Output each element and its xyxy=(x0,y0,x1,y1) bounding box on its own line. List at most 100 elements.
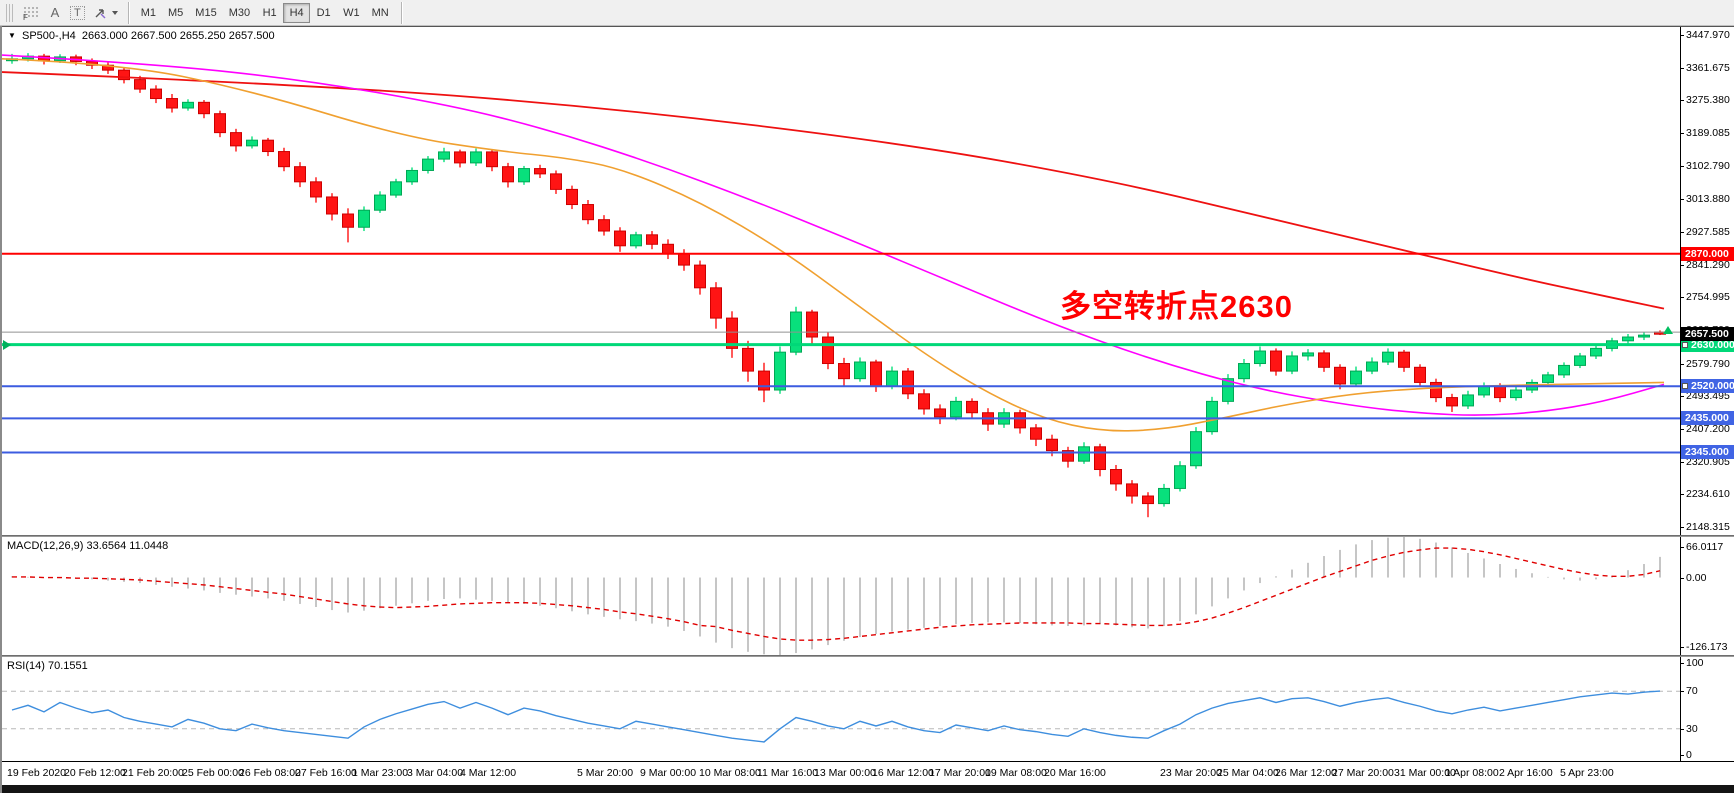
price-tag-support-2345: 2345.000 xyxy=(1681,445,1734,460)
timeframe-button-m30[interactable]: M30 xyxy=(228,6,251,19)
candle-body xyxy=(1430,381,1442,399)
candle-body xyxy=(1190,431,1202,467)
candle-body xyxy=(886,370,898,387)
timeframe-button-mn[interactable]: MN xyxy=(371,6,389,19)
text-label-tool-button[interactable]: T xyxy=(66,3,89,23)
line-anchor-icon[interactable] xyxy=(1682,383,1688,390)
pane-separator[interactable] xyxy=(2,535,1734,537)
candle-body xyxy=(758,370,770,391)
timeframe-button-w1[interactable]: W1 xyxy=(343,6,360,19)
candle-body xyxy=(406,169,418,183)
candle-body xyxy=(806,311,818,338)
date-axis: 19 Feb 2020 20 Feb 12:00 21 Feb 20:00 25 Fe… xyxy=(2,761,1734,785)
date-axis-label: 21 Feb 20:00 xyxy=(122,767,184,779)
price-plot[interactable] xyxy=(2,27,1682,535)
macd-pane[interactable]: MACD(12,26,9) 33.6564 11.0448 66.0117 0.0… xyxy=(2,537,1734,655)
candle-body xyxy=(742,347,754,372)
pivot-annotation[interactable]: 多空转折点2630 xyxy=(1060,289,1293,324)
candle-body xyxy=(1046,438,1058,452)
candle-body xyxy=(534,168,546,175)
price-axis-label: 2407.200 xyxy=(1680,422,1730,435)
pane-separator[interactable] xyxy=(2,655,1734,657)
rsi-pane[interactable]: RSI(14) 70.1551 100 70 30 0 xyxy=(2,657,1734,761)
date-axis-label: 1 Apr 08:00 xyxy=(1445,767,1499,779)
toolbar-grip[interactable] xyxy=(6,3,14,22)
macd-label: MACD(12,26,9) 33.6564 11.0448 xyxy=(7,540,169,552)
rsi-axis: 100 70 30 0 xyxy=(1680,657,1734,761)
chart-window: ▼ SP500-,H4 2663.000 2667.500 2655.250 2… xyxy=(0,26,1734,793)
candle-body xyxy=(646,234,658,245)
candle-body xyxy=(438,151,450,160)
date-axis-label: 25 Feb 00:00 xyxy=(182,767,244,779)
date-axis-label: 19 Mar 08:00 xyxy=(985,767,1047,779)
date-axis-label: 23 Mar 20:00 xyxy=(1160,767,1222,779)
timeframe-button-m1[interactable]: M1 xyxy=(140,6,157,19)
price-axis-label: 2927.585 xyxy=(1680,225,1730,238)
candle-body xyxy=(1638,334,1650,338)
rsi-axis-label: 100 xyxy=(1680,657,1704,669)
bottom-bar xyxy=(2,785,1734,793)
rsi-plot[interactable] xyxy=(2,657,1682,761)
date-axis-label: 2 Apr 16:00 xyxy=(1499,767,1553,779)
price-tag-support-2520: 2520.000 xyxy=(1681,379,1734,394)
candle-body xyxy=(1446,397,1458,407)
text-label-icon: T xyxy=(70,5,85,20)
price-axis-label: 2579.790 xyxy=(1680,357,1730,370)
candle-body xyxy=(1142,495,1154,505)
price-axis-label: 2493.495 xyxy=(1680,390,1730,403)
symbol-collapse-icon: ▼ xyxy=(8,31,16,40)
candle-body xyxy=(1318,352,1330,368)
text-tool-icon: A xyxy=(50,5,60,20)
date-axis-label: 26 Feb 08:00 xyxy=(239,767,301,779)
arrows-dropdown-caret[interactable] xyxy=(111,10,118,15)
candle-body xyxy=(326,196,338,215)
rsi-axis-label: 0 xyxy=(1680,749,1692,761)
date-axis-label: 5 Mar 20:00 xyxy=(577,767,634,779)
arrows-icon xyxy=(95,8,106,18)
rsi-axis-label: 30 xyxy=(1680,722,1698,735)
timeframe-button-m5[interactable]: M5 xyxy=(168,6,184,19)
candle-body xyxy=(838,363,850,380)
toolbar-separator xyxy=(127,1,129,24)
candle-body xyxy=(518,168,530,183)
candle-body xyxy=(1478,385,1490,396)
fibonacci-icon: F xyxy=(23,7,38,21)
candle-body xyxy=(1062,450,1074,462)
timeframe-button-m15[interactable]: M15 xyxy=(195,6,217,19)
timeframe-button-h4[interactable]: H4 xyxy=(283,2,311,23)
candle-body xyxy=(566,188,578,206)
price-axis-label: 3102.790 xyxy=(1680,159,1730,172)
date-axis-label: 3 Mar 04:00 xyxy=(407,767,464,779)
candle-body xyxy=(934,408,946,418)
main-chart-pane[interactable]: ▼ SP500-,H4 2663.000 2667.500 2655.250 2… xyxy=(2,26,1734,535)
candle-body xyxy=(118,69,130,81)
candle-body xyxy=(614,230,626,247)
arrows-tool-button[interactable] xyxy=(89,3,122,23)
timeframe-button-h1[interactable]: H1 xyxy=(262,6,277,19)
candle-body xyxy=(278,151,290,168)
text-tool-button[interactable]: A xyxy=(44,3,66,23)
fibonacci-tool-button[interactable]: F xyxy=(18,3,44,23)
candle-body xyxy=(1094,446,1106,471)
candle-body xyxy=(246,139,258,147)
candle-body xyxy=(1222,378,1234,402)
date-axis-label: 26 Mar 12:00 xyxy=(1275,767,1337,779)
candle-body xyxy=(1558,364,1570,376)
timeframe-button-d1[interactable]: D1 xyxy=(316,6,331,19)
candle-body xyxy=(1334,366,1346,385)
macd-plot[interactable] xyxy=(2,537,1682,655)
price-axis-label: 3189.085 xyxy=(1680,126,1730,139)
line-anchor-icon[interactable] xyxy=(1682,341,1688,348)
candle-body xyxy=(1126,483,1138,497)
candle-body xyxy=(198,101,210,115)
ma-mid-magenta xyxy=(2,54,1665,416)
date-axis-label: 16 Mar 12:00 xyxy=(872,767,934,779)
rsi-label: RSI(14) 70.1551 xyxy=(7,660,88,672)
date-axis-label: 13 Mar 00:00 xyxy=(814,767,876,779)
ma-long-red xyxy=(2,71,1665,310)
candle-body xyxy=(294,166,306,183)
candle-body xyxy=(1414,366,1426,383)
candle-body xyxy=(1174,465,1186,489)
candle-body xyxy=(1590,347,1602,357)
candle-body xyxy=(630,234,642,247)
